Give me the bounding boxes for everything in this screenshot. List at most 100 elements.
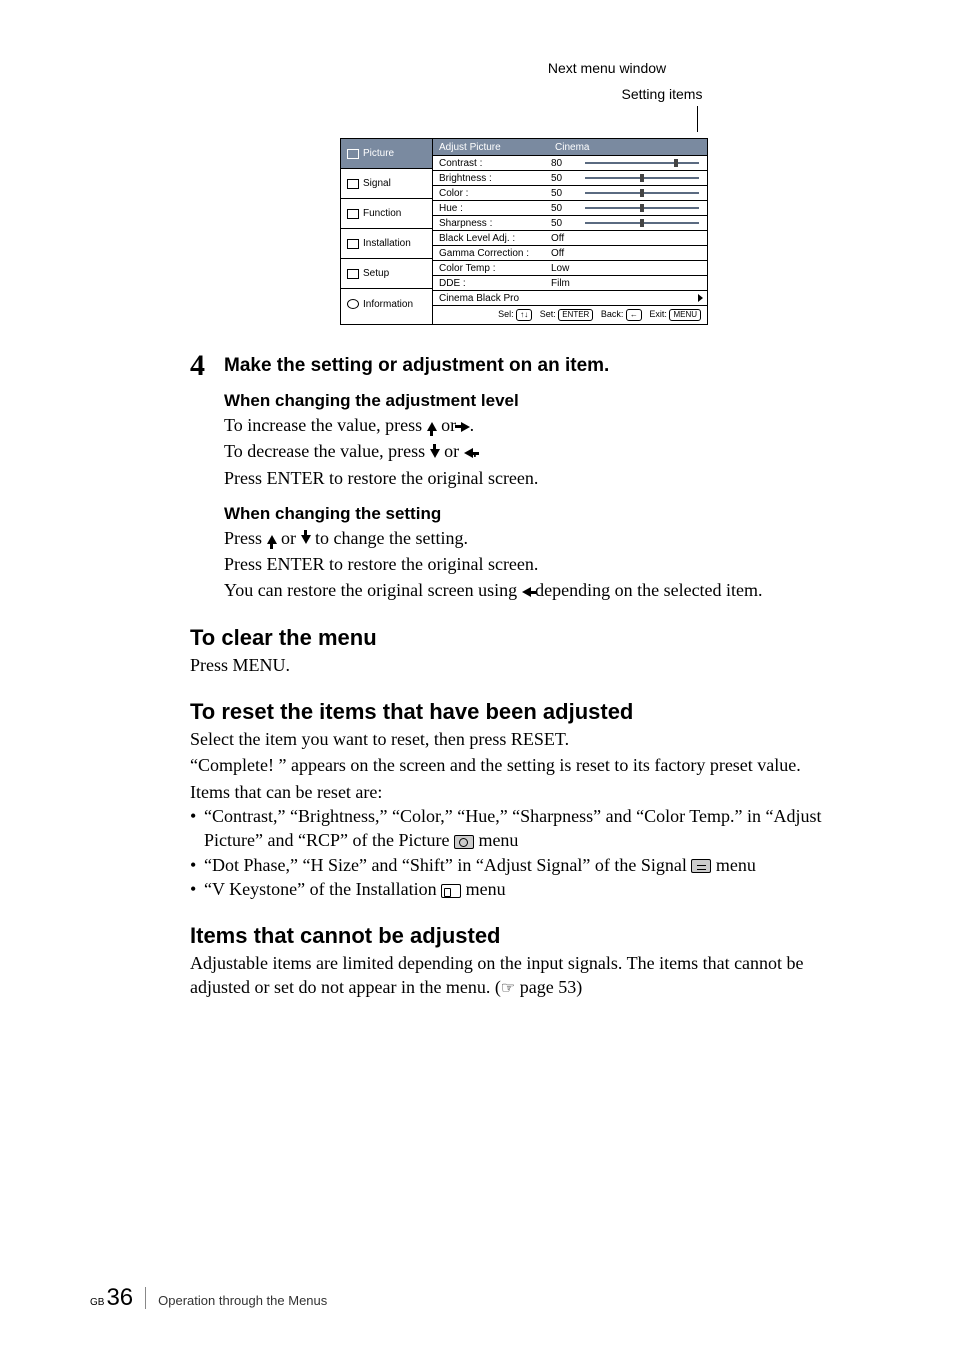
menu-main: Adjust Picture Cinema Contrast :80Bright… [433, 139, 707, 324]
sidebar-item-signal[interactable]: Signal [341, 169, 432, 199]
installation-icon [347, 239, 359, 249]
menu-row[interactable]: Black Level Adj. :Off [433, 230, 707, 245]
picture-menu-icon [454, 835, 474, 849]
text: “V Keystone” of the Installation [204, 879, 441, 899]
info-icon [347, 299, 359, 309]
menu-row-label: Hue : [433, 203, 551, 214]
text: To increase the value, press [224, 415, 427, 435]
heading-reset-items: To reset the items that have been adjust… [190, 699, 854, 725]
menu-row[interactable]: Hue :50 [433, 200, 707, 215]
step-number: 4 [190, 351, 224, 603]
text: menu [474, 830, 519, 850]
text: page 53) [515, 977, 582, 997]
menu-row-label: Cinema Black Pro [433, 293, 551, 304]
sidebar-label: Information [363, 299, 413, 310]
setup-icon [347, 269, 359, 279]
menu-row[interactable]: Brightness :50 [433, 170, 707, 185]
arrow-left-icon [522, 587, 531, 597]
bullet-vkeystone: • “V Keystone” of the Installation menu [190, 877, 854, 901]
sidebar-label: Function [363, 208, 401, 219]
footer-divider [145, 1287, 146, 1309]
menu-row-label: Color : [433, 188, 551, 199]
text: Press [224, 528, 267, 548]
footer-exit: Exit: [649, 309, 667, 319]
subhead-adjust-level: When changing the adjustment level [224, 391, 854, 411]
menu-row-label: DDE : [433, 278, 551, 289]
menu-row-value: 50 [551, 188, 585, 199]
caption-pointer-line [697, 106, 698, 132]
menu-row-label: Color Temp : [433, 263, 551, 274]
slider[interactable] [585, 222, 699, 224]
sidebar-item-picture[interactable]: Picture [341, 139, 432, 169]
step-title: Make the setting or adjustment on an ite… [224, 355, 854, 377]
text: or [277, 528, 301, 548]
menu-row-value: Low [551, 263, 585, 274]
sidebar-item-setup[interactable]: Setup [341, 259, 432, 289]
sidebar-item-function[interactable]: Function [341, 199, 432, 229]
menu-row[interactable]: Color Temp :Low [433, 260, 707, 275]
arrow-right-icon [461, 422, 470, 432]
menu-row-value: Film [551, 278, 585, 289]
menu-row-value: 50 [551, 218, 585, 229]
menu-row[interactable]: Gamma Correction :Off [433, 245, 707, 260]
installation-menu-icon [441, 884, 461, 898]
arrow-down-icon [301, 535, 311, 544]
sidebar-label: Installation [363, 238, 411, 249]
text: Adjustable items are limited depending o… [190, 953, 804, 997]
sidebar-item-installation[interactable]: Installation [341, 229, 432, 259]
sidebar-label: Setup [363, 268, 389, 279]
bullet-contrast: • “Contrast,” “Brightness,” “Color,” “Hu… [190, 804, 854, 853]
function-icon [347, 209, 359, 219]
para-cannot: Adjustable items are limited depending o… [190, 951, 854, 1000]
para-reset-3: Items that can be reset are: [190, 780, 854, 804]
menu-row-value: 50 [551, 203, 585, 214]
footer-set: Set: [540, 309, 556, 319]
text: You can restore the original screen usin… [224, 580, 522, 600]
heading-cannot-adjust: Items that cannot be adjusted [190, 923, 854, 949]
menu-row-value: 80 [551, 158, 585, 169]
arrow-up-icon [267, 535, 277, 544]
para-enter-restore-2: Press ENTER to restore the original scre… [224, 552, 854, 576]
slider[interactable] [585, 207, 699, 209]
menu-row-label: Sharpness : [433, 218, 551, 229]
menu-row-label: Brightness : [433, 173, 551, 184]
sidebar-item-information[interactable]: Information [341, 289, 432, 319]
menu-header-left: Adjust Picture [433, 142, 551, 153]
menu-row[interactable]: Contrast :80 [433, 155, 707, 170]
subhead-change-setting: When changing the setting [224, 504, 854, 524]
submenu-arrow-icon [698, 294, 703, 302]
page-footer: GB 36 Operation through the Menus [90, 1284, 327, 1312]
picture-icon [347, 149, 359, 159]
menu-row[interactable]: DDE :Film [433, 275, 707, 290]
sidebar-label: Picture [363, 148, 394, 159]
para-reset-1: Select the item you want to reset, then … [190, 727, 854, 751]
menu-row[interactable]: Color :50 [433, 185, 707, 200]
menu-row[interactable]: Cinema Black Pro [433, 290, 707, 305]
text: menu [711, 855, 756, 875]
para-increase: To increase the value, press or . [224, 413, 854, 437]
text: menu [461, 879, 506, 899]
slider[interactable] [585, 177, 699, 179]
text: . [470, 415, 475, 435]
caption-setting-items: Setting items [470, 86, 854, 102]
arrow-up-icon [427, 422, 437, 431]
heading-clear-menu: To clear the menu [190, 625, 854, 651]
slider[interactable] [585, 192, 699, 194]
text: to change the setting. [311, 528, 468, 548]
menu-row-label: Contrast : [433, 158, 551, 169]
para-reset-2: “Complete! ” appears on the screen and t… [190, 753, 854, 777]
menu-key-icon: MENU [669, 309, 701, 321]
menu-sidebar: Picture Signal Function Installation Set… [341, 139, 433, 324]
footer-section-title: Operation through the Menus [158, 1293, 327, 1308]
slider[interactable] [585, 162, 699, 164]
menu-row-value: Off [551, 233, 585, 244]
footer-sel: Sel: [498, 309, 514, 319]
text: depending on the selected item. [531, 580, 763, 600]
footer-back: Back: [601, 309, 624, 319]
menu-row[interactable]: Sharpness :50 [433, 215, 707, 230]
menu-footer: Sel: ↑↓ Set: ENTER Back: ← Exit: MENU [433, 305, 707, 324]
menu-header-right: Cinema [551, 142, 707, 153]
reference-hand-icon: ☞ [501, 981, 515, 998]
menu-window: Picture Signal Function Installation Set… [340, 138, 708, 325]
bullet-dotphase: • “Dot Phase,” “H Size” and “Shift” in “… [190, 853, 854, 877]
